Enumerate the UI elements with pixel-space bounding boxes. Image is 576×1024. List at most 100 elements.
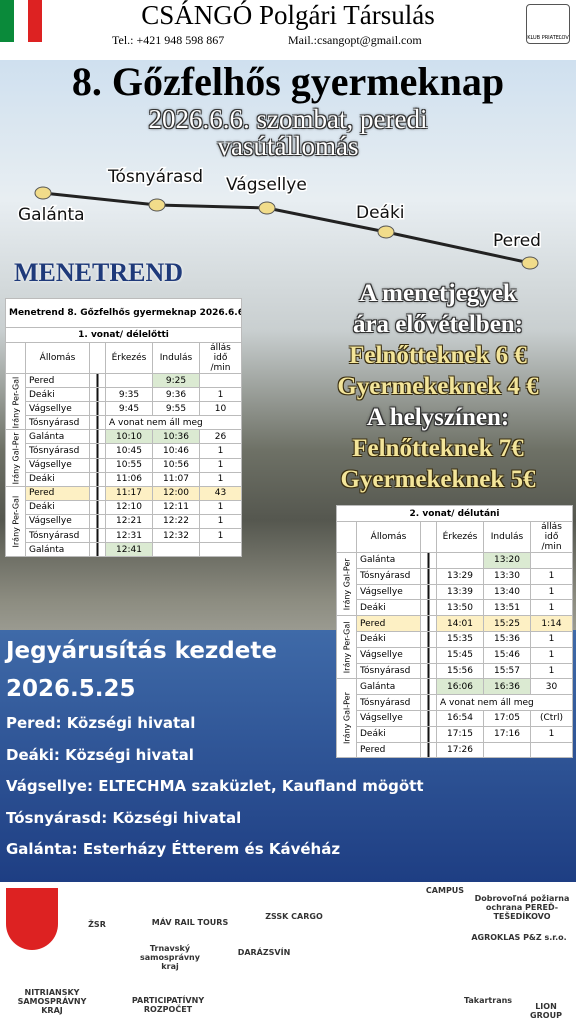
header: Állomás — [356, 521, 421, 553]
price-line: ára elővételben: — [352, 311, 524, 338]
header — [420, 521, 437, 553]
row: Irány Per-Gal Pered 11:17 12:00 43 — [5, 485, 243, 557]
header-row: Állomás Érkezés Indulás állás idő /min — [5, 342, 243, 374]
mail: Mail.:csangopt@gmail.com — [288, 33, 422, 47]
cell: 10:36 — [152, 429, 200, 445]
org: CSÁNGÓ Polgári Társulás — [141, 0, 435, 30]
sponsor: DARÁZSVÍN — [237, 948, 291, 957]
arrow-cell — [420, 678, 437, 696]
cell: 9:35 — [105, 387, 153, 403]
cell: 13:50 — [436, 599, 484, 617]
row: Galánta 12:41 — [6, 542, 243, 558]
price-line: A menetjegyek — [359, 280, 517, 307]
header — [89, 342, 106, 374]
cell: 12:11 — [152, 499, 200, 515]
station: Galánta — [25, 429, 90, 445]
direction: Irány Gal-Per — [5, 429, 26, 487]
arrow-cell — [420, 694, 437, 711]
row: Vágsellye 10:55 10:56 1 — [6, 457, 243, 473]
cell — [198, 542, 243, 558]
row: Deáki 15:35 15:36 1 — [337, 630, 574, 648]
row: Irány Gal-Per Galánta 13:20 — [336, 552, 574, 616]
note: A vonat nem áll meg — [104, 415, 243, 431]
header: Indulás — [483, 521, 531, 553]
place: Pered: Községi hivatal — [6, 714, 196, 732]
cell: 11:06 — [105, 471, 153, 487]
cell: 1 — [198, 499, 243, 515]
sponsor: LION GROUP — [530, 1002, 562, 1020]
row: Vágsellye 13:39 13:40 1 — [337, 583, 574, 601]
cell — [105, 372, 153, 389]
station-dot — [34, 186, 52, 200]
subtitle: 2026.6.6. szombat, peredi vasútállomás — [0, 106, 576, 160]
cell: 10:55 — [105, 457, 153, 473]
station-label: Galánta — [18, 205, 85, 225]
title-row: Menetrend 8. Gőzfelhős gyermeknap 2026.6… — [4, 298, 243, 328]
station: Galánta — [356, 552, 421, 569]
cell: 11:07 — [152, 471, 200, 487]
cell: 1 — [198, 471, 243, 487]
cell: 14:01 — [436, 615, 484, 632]
table-1: Menetrend 8. Gőzfelhős gyermeknap 2026.6… — [4, 298, 243, 558]
cell: 13:30 — [483, 567, 531, 585]
station: Pered — [356, 615, 421, 632]
direction: Irány Gal-Per — [336, 552, 357, 616]
cell — [529, 741, 574, 759]
cell: 9:36 — [152, 387, 200, 403]
station: Tósnyárasd — [25, 443, 90, 459]
station: Vágsellye — [25, 513, 90, 530]
arrow-cell — [420, 709, 437, 727]
row: Irány Per-Gal Pered 14:01 15:25 1:14 — [336, 615, 574, 679]
row: Deáki 13:50 13:51 1 — [337, 599, 574, 617]
station-label: Vágsellye — [226, 175, 307, 195]
place: Tósnyárasd: Községi hivatal — [6, 808, 242, 827]
cell: 17:16 — [483, 725, 531, 743]
caption-row: 2. vonat/ délutáni — [335, 505, 574, 522]
cell: (Ctrl) — [529, 709, 574, 727]
station: Vágsellye — [25, 401, 90, 417]
header: Indulás — [152, 342, 200, 374]
sponsor: NITRIANSKY SAMOSPRÁVNY KRAJ — [17, 988, 87, 1015]
row: Vágsellye 12:21 12:22 1 — [6, 513, 243, 530]
caption-row: 1. vonat/ délelőtti — [4, 327, 243, 343]
arrow-cell — [89, 471, 106, 487]
arrow-cell — [89, 387, 106, 403]
arrow-cell — [89, 457, 106, 473]
sponsor: MÁV RAIL TOURS — [151, 918, 229, 927]
timetable: 2. vonat/ délutáni Állomás Érkezés Indulás á… — [335, 505, 574, 759]
price-line: Felnőtteknek 6 € — [349, 342, 527, 369]
arrow-cell — [420, 662, 437, 680]
cell — [483, 741, 531, 759]
cell: 1 — [198, 387, 243, 403]
direction: Irány Per-Gal — [5, 486, 26, 557]
menetrend: MENETREND — [14, 258, 184, 287]
row: Tósnyárasd 13:29 13:30 1 — [337, 567, 574, 585]
station: Pered — [25, 372, 90, 389]
cell: 15:46 — [483, 646, 531, 664]
row: Deáki 11:06 11:07 1 — [6, 471, 243, 487]
cell: 15:35 — [436, 630, 484, 648]
sales-heading: Jegyárusítás kezdete — [6, 638, 277, 664]
sponsor: AGROKLAS P&Z s.r.o. — [471, 933, 567, 942]
header: állás idő /min — [198, 342, 243, 374]
station: Pered — [25, 485, 90, 501]
cell: 16:36 — [483, 678, 531, 696]
tel: Tel.: +421 948 598 867 — [112, 33, 225, 47]
cell: 16:54 — [436, 709, 484, 727]
station: Galánta — [25, 542, 90, 558]
row: Irány Per-Gal Pered 9:25 — [5, 372, 243, 430]
header-row: Állomás Érkezés Indulás állás idő /min — [336, 521, 574, 553]
row: Pered 17:26 — [337, 741, 574, 759]
cell — [152, 542, 200, 558]
cell: 17:05 — [483, 709, 531, 727]
place: Vágsellye: ELTECHMA szaküzlet, Kaufland … — [6, 777, 424, 795]
header: Állomás — [25, 342, 90, 374]
sales-date: 2026.5.25 — [6, 676, 136, 702]
cell: 13:29 — [436, 567, 484, 585]
table-title: Menetrend 8. Gőzfelhős gyermeknap 2026.6… — [4, 298, 243, 328]
station: Tósnyárasd — [25, 528, 90, 544]
cell: 12:31 — [105, 528, 153, 544]
sponsor: Takartrans — [463, 996, 513, 1005]
cell: 13:39 — [436, 583, 484, 601]
cell: 13:51 — [483, 599, 531, 617]
